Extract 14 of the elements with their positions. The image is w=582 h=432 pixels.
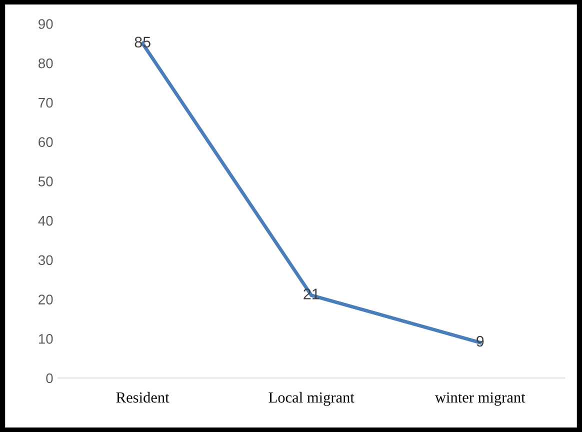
x-tick-label: Resident	[116, 392, 170, 403]
y-tick-label: 90	[38, 19, 53, 29]
y-tick-label: 70	[38, 98, 53, 108]
y-tick-label: 50	[38, 176, 53, 186]
data-label: 85	[134, 36, 150, 48]
y-tick-label: 20	[38, 294, 53, 304]
y-tick-label: 80	[38, 58, 53, 68]
x-tick-label: winter migrant	[434, 392, 526, 406]
y-tick-label: 10	[38, 334, 53, 344]
y-tick-label: 40	[38, 216, 53, 226]
y-tick-label: 60	[38, 137, 53, 148]
x-tick-label: Local migrant	[268, 392, 354, 406]
y-tick-label: 0	[46, 373, 53, 384]
y-tick-label: 30	[38, 255, 53, 266]
